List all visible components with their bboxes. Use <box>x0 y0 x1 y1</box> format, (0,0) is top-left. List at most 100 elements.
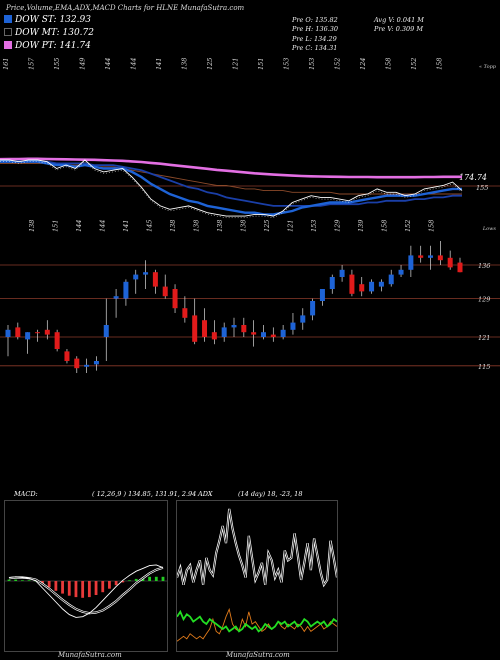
stat-prev-volume: Pre V: 0.309 M <box>374 25 424 34</box>
price-tick-label: 138 <box>216 220 224 232</box>
ema-value-label: 174.74 <box>459 173 487 182</box>
candle-body <box>152 272 158 287</box>
ema-tick-label: 158 <box>385 58 393 70</box>
ema-tick-label: 125 <box>206 58 214 70</box>
price-level-label: 129 <box>478 296 490 304</box>
candle-body <box>202 320 208 337</box>
ema-tick-label: 157 <box>28 57 36 70</box>
ema-tick-label: 155 <box>53 58 61 70</box>
macd-line <box>8 564 164 618</box>
candle-body <box>398 269 404 275</box>
candle-body <box>388 274 394 285</box>
macd-hist-bar <box>108 581 111 589</box>
ema-line-price-dotted <box>0 161 463 219</box>
legend-swatch-st <box>4 15 12 23</box>
macd-hist-bar <box>148 576 152 581</box>
price-tick-label: 138 <box>28 220 36 232</box>
ema-tick-label: 138 <box>181 58 189 70</box>
macd-hist-bar <box>7 579 11 581</box>
macd-hist-bar <box>81 581 85 598</box>
price-tick-label: 121 <box>287 220 295 232</box>
ema-tick-label: 152 <box>410 58 418 70</box>
candle-body <box>437 255 443 261</box>
macd-label: MACD: <box>14 490 38 498</box>
price-tick-label: 138 <box>240 220 248 232</box>
price-tick-label: 152 <box>404 220 412 232</box>
ema-tick-label: 149 <box>79 58 87 70</box>
price-tick-label: 151 <box>52 220 60 232</box>
macd-hist-bar <box>74 581 78 598</box>
candle-body <box>123 281 129 299</box>
candle-body <box>241 325 247 333</box>
price-tick-label: 144 <box>75 220 83 232</box>
price-corner-label: Lows <box>482 226 497 232</box>
candle-body <box>113 296 119 299</box>
candle-body <box>221 327 227 337</box>
legend-label-pt: DOW PT: 141.74 <box>15 41 91 51</box>
candle-body <box>280 329 286 337</box>
macd-hist-bar <box>14 579 18 581</box>
candle-body <box>93 361 99 365</box>
macd-hist-bar <box>67 581 71 596</box>
stats-col2: Avg V: 0.041 M Pre V: 0.309 M <box>374 16 424 35</box>
stat-high: Pre H: 136.30 <box>292 25 339 34</box>
ema-tick-label: 152 <box>334 58 342 70</box>
price-tick-label: 141 <box>122 220 130 232</box>
candle-body <box>143 272 149 275</box>
ema-tick-label: 153 <box>308 58 316 70</box>
brand-right: MunafaSutra.com <box>226 651 290 659</box>
stat-close: Pre C: 134.31 <box>292 43 338 52</box>
macd-signal-core <box>8 567 164 614</box>
ema-tick-label: 158 <box>436 58 444 70</box>
price-tick-label: 153 <box>310 220 318 232</box>
ema-level-label: 155 <box>476 184 488 192</box>
brand-left: MunafaSutra.com <box>58 651 122 659</box>
macd-hist-bar <box>114 581 118 586</box>
ema-tick-label: 144 <box>130 58 138 70</box>
macd-hist-bar <box>161 576 165 581</box>
stats-col1: Pre O: 135.82 Pre H: 136.30 Pre L: 134.2… <box>292 16 338 53</box>
stat-avg-volume: Avg V: 0.041 M <box>374 16 424 24</box>
candle-body <box>260 332 266 337</box>
price-level-label: 115 <box>478 363 490 371</box>
macd-hist-bar <box>101 581 105 593</box>
ema-line-short <box>0 160 462 216</box>
macd-hist-bar <box>128 580 131 581</box>
macd-hist-bar <box>121 581 125 583</box>
macd-hist-bar <box>154 576 158 581</box>
candle-body <box>339 269 345 277</box>
candle-body <box>44 329 50 335</box>
candle-body <box>369 281 375 292</box>
macd-chart <box>5 564 167 618</box>
price-tick-label: 144 <box>99 220 107 232</box>
candle-body <box>457 262 463 273</box>
macd-hist-bar <box>94 581 98 595</box>
candle-body <box>418 255 424 258</box>
candle-body <box>290 322 296 330</box>
candle-body <box>172 289 178 309</box>
ema-tick-label: 153 <box>283 58 291 70</box>
price-chart: 161 157 155 149 144 144 141 138 125 121 151 153 153 1… <box>0 57 500 373</box>
candle-body <box>428 255 434 258</box>
price-level-label: 136 <box>478 262 490 270</box>
ema-tick-label: 144 <box>104 58 112 70</box>
candle-body <box>408 255 414 270</box>
candle-body <box>5 329 11 337</box>
legend-label-mt: DOW MT: 130.72 <box>15 28 94 38</box>
macd-hist-bar <box>47 581 51 588</box>
candle-body <box>359 284 365 292</box>
ema-tick-label: 121 <box>232 58 240 70</box>
macd-hist-bar <box>54 581 58 591</box>
macd-params: ( 12,26,9 ) 134.85, 131.91, 2.94 <box>92 490 197 498</box>
candle-body <box>378 281 384 287</box>
macd-hist-bar <box>61 581 64 594</box>
candle-body <box>251 332 257 335</box>
adx-chart <box>177 508 337 642</box>
candle-body <box>162 286 168 297</box>
macd-hist-bar <box>20 580 24 581</box>
legend-item-pt: DOW PT: 141.74 <box>4 41 94 54</box>
candle-body <box>192 315 198 342</box>
macd-hist-bar <box>134 578 138 581</box>
price-tick-label: 139 <box>357 220 365 232</box>
candle-body <box>349 274 355 294</box>
